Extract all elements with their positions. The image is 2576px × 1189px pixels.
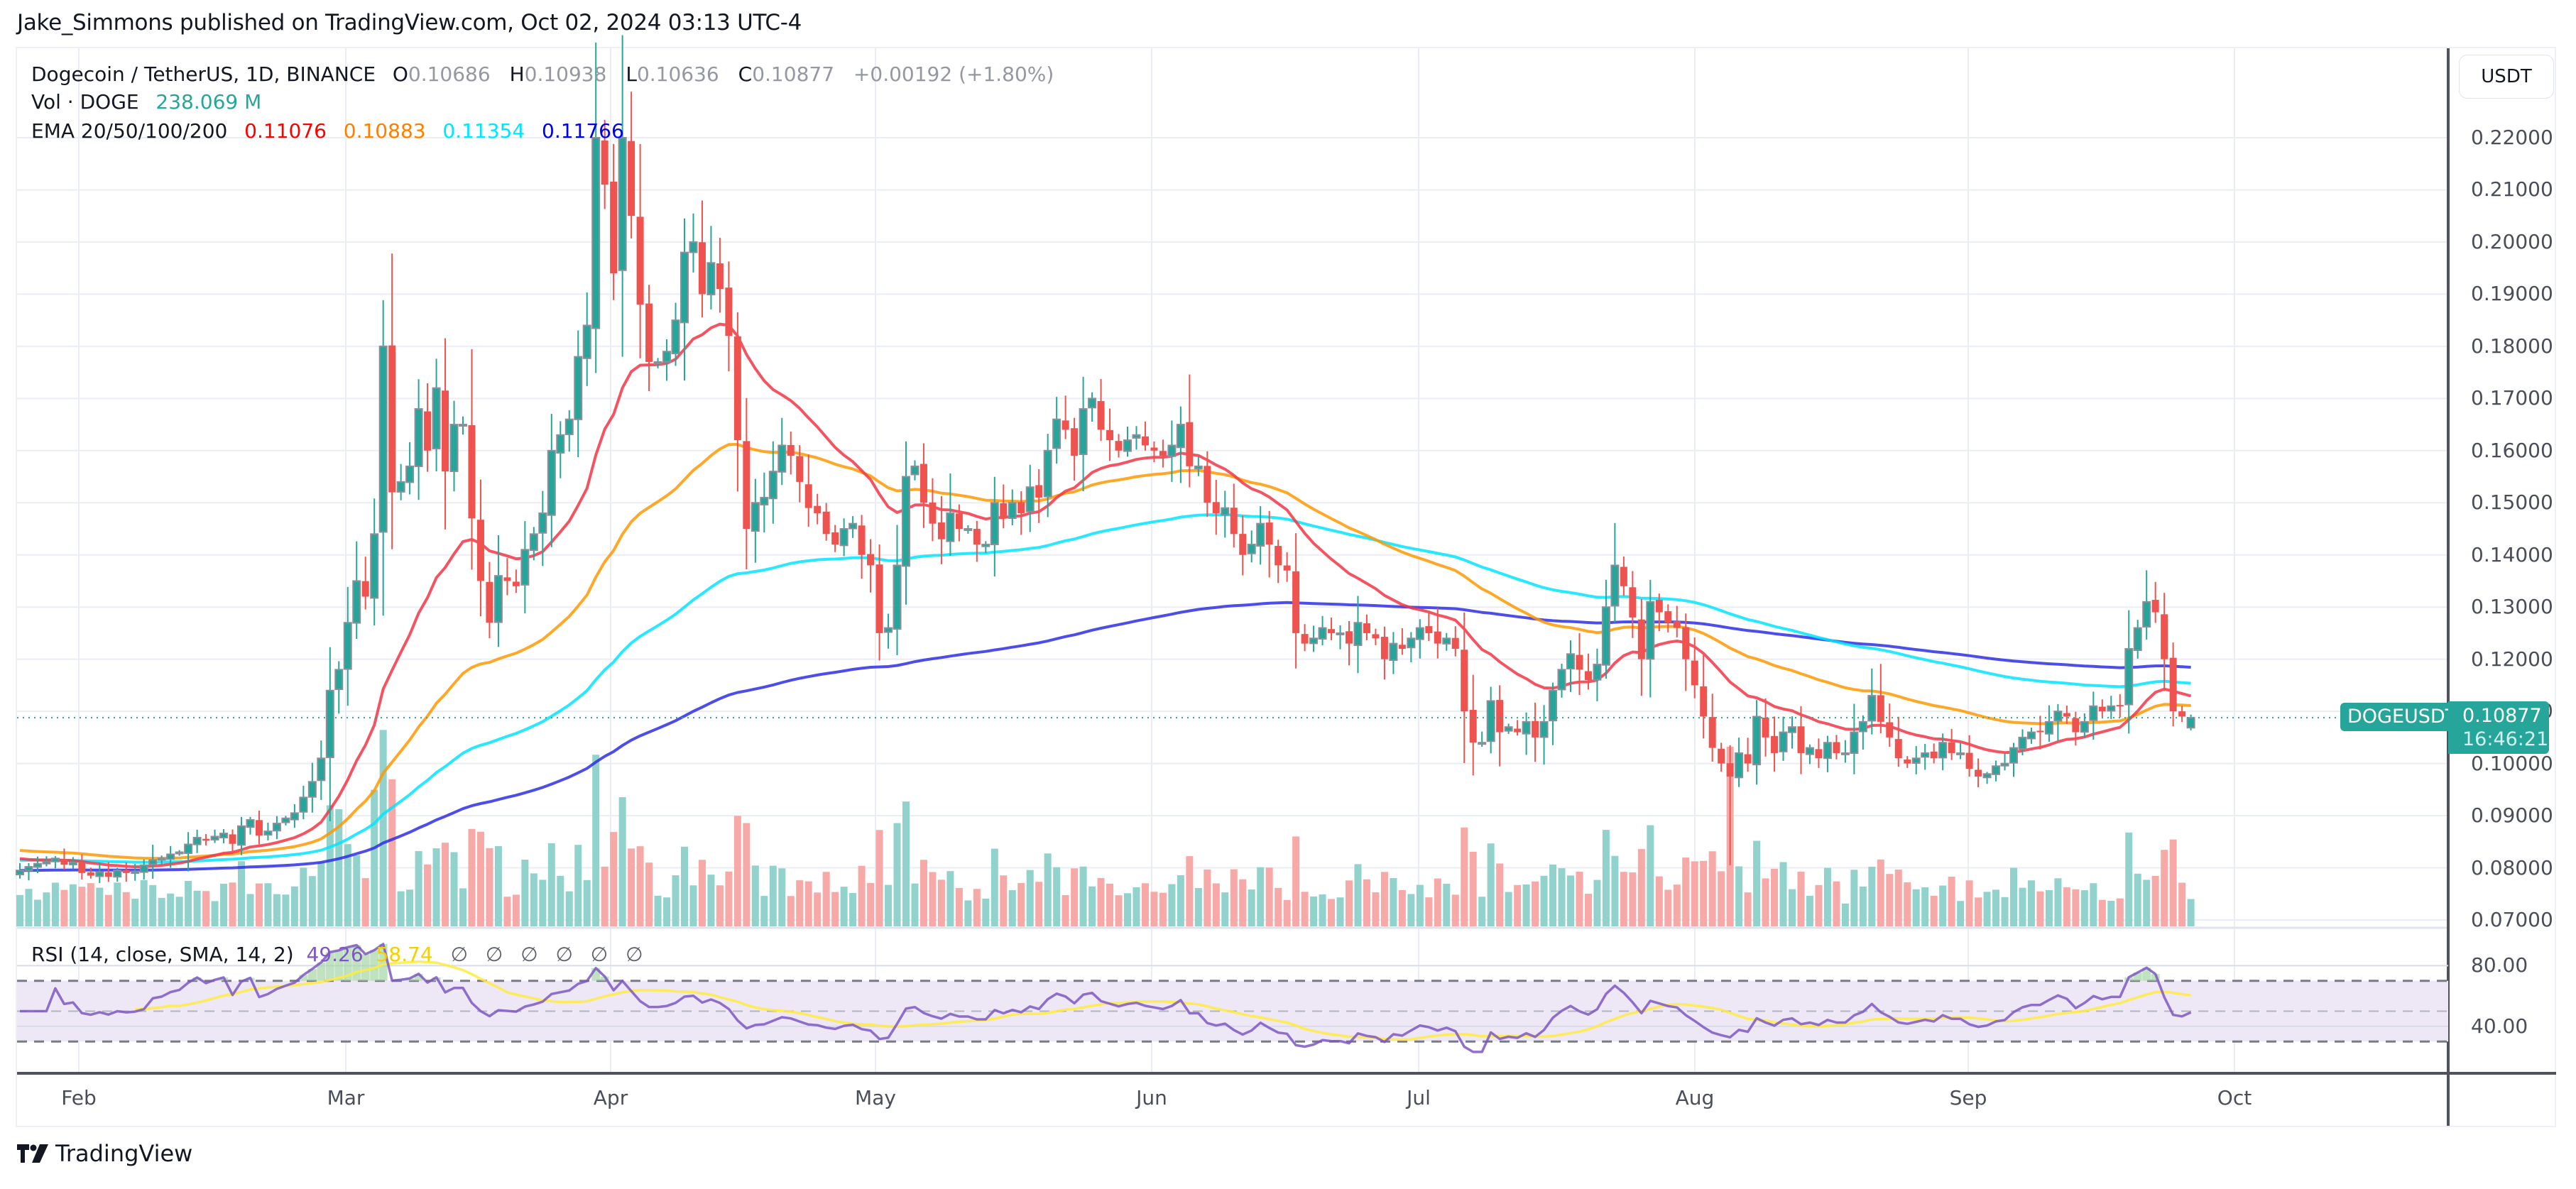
time-tick-jun: Jun bbox=[1136, 1086, 1167, 1109]
price-tick: 0.14000 bbox=[2471, 542, 2553, 566]
time-tick-mar: Mar bbox=[327, 1086, 365, 1109]
price-tick: 0.18000 bbox=[2471, 334, 2553, 358]
price-tick: 0.09000 bbox=[2471, 804, 2553, 828]
volume-legend[interactable]: Vol · DOGE 238.069 M bbox=[31, 90, 266, 114]
low-value: 0.10636 bbox=[636, 62, 719, 86]
price-tick: 0.17000 bbox=[2471, 386, 2553, 410]
ema200-value: 0.11766 bbox=[542, 119, 624, 143]
rsi-tick: 40.00 bbox=[2471, 1014, 2528, 1038]
ema100-value: 0.11354 bbox=[442, 119, 525, 143]
time-tick-oct: Oct bbox=[2217, 1086, 2252, 1109]
last-price-value: 0.10877 bbox=[2462, 705, 2542, 727]
price-tick: 0.22000 bbox=[2471, 126, 2553, 149]
na-value: ∅ bbox=[485, 943, 503, 966]
publisher-caption: Jake_Simmons published on TradingView.co… bbox=[17, 10, 802, 35]
na-value: ∅ bbox=[590, 943, 608, 966]
time-tick-aug: Aug bbox=[1675, 1086, 1715, 1109]
na-value: ∅ bbox=[520, 943, 538, 966]
price-tick: 0.15000 bbox=[2471, 491, 2553, 515]
time-tick-feb: Feb bbox=[61, 1086, 97, 1109]
symbol-price-tag: DOGEUSDT bbox=[2340, 703, 2467, 731]
price-tick: 0.20000 bbox=[2471, 229, 2553, 253]
price-tick: 0.13000 bbox=[2471, 595, 2553, 619]
rsi-sma-value: 58.74 bbox=[376, 943, 433, 966]
high-value: 0.10938 bbox=[524, 62, 607, 86]
tradingview-logo-icon bbox=[17, 1144, 48, 1163]
time-tick-apr: Apr bbox=[593, 1086, 628, 1109]
price-tick: 0.21000 bbox=[2471, 177, 2553, 202]
price-tick: 0.08000 bbox=[2471, 855, 2553, 880]
ema20-value: 0.11076 bbox=[244, 119, 327, 143]
price-tick: 0.12000 bbox=[2471, 647, 2553, 671]
volume-value: 238.069 M bbox=[155, 90, 262, 114]
volume-label: Vol · DOGE bbox=[31, 90, 139, 114]
symbol-legend: Dogecoin / TetherUS, 1D, BINANCE O0.1068… bbox=[31, 62, 1054, 86]
ema-legend[interactable]: EMA 20/50/100/200 0.11076 0.10883 0.1135… bbox=[31, 119, 628, 143]
time-tick-sep: Sep bbox=[1949, 1086, 1987, 1109]
last-price-label: 0.10877 16:46:21 bbox=[2448, 701, 2549, 754]
chart-frame bbox=[16, 47, 2556, 1127]
price-tick: 0.07000 bbox=[2471, 908, 2553, 931]
ema50-value: 0.10883 bbox=[343, 119, 426, 143]
rsi-legend[interactable]: RSI (14, close, SMA, 14, 2) 49.26 58.74 … bbox=[31, 943, 643, 966]
rsi-tick: 80.00 bbox=[2471, 953, 2528, 977]
rsi-label: RSI (14, close, SMA, 14, 2) bbox=[31, 943, 294, 966]
price-tick: 0.16000 bbox=[2471, 438, 2553, 462]
price-tick: 0.19000 bbox=[2471, 282, 2553, 306]
tradingview-logo[interactable]: TradingView bbox=[17, 1140, 192, 1167]
price-tick: 0.10000 bbox=[2471, 751, 2553, 775]
change-value: +0.00192 (+1.80%) bbox=[853, 62, 1054, 86]
close-value: 0.10877 bbox=[752, 62, 835, 86]
currency-button[interactable]: USDT bbox=[2459, 55, 2554, 99]
na-value: ∅ bbox=[555, 943, 573, 966]
brand-name: TradingView bbox=[55, 1140, 193, 1167]
bar-countdown: 16:46:21 bbox=[2462, 728, 2549, 750]
na-value: ∅ bbox=[450, 943, 468, 966]
rsi-value: 49.26 bbox=[306, 943, 364, 966]
time-tick-may: May bbox=[855, 1086, 896, 1109]
open-value: 0.10686 bbox=[408, 62, 491, 86]
ema-label: EMA 20/50/100/200 bbox=[31, 119, 228, 143]
na-value: ∅ bbox=[626, 943, 643, 966]
symbol-title[interactable]: Dogecoin / TetherUS, 1D, BINANCE bbox=[31, 62, 376, 86]
time-tick-jul: Jul bbox=[1407, 1086, 1431, 1109]
